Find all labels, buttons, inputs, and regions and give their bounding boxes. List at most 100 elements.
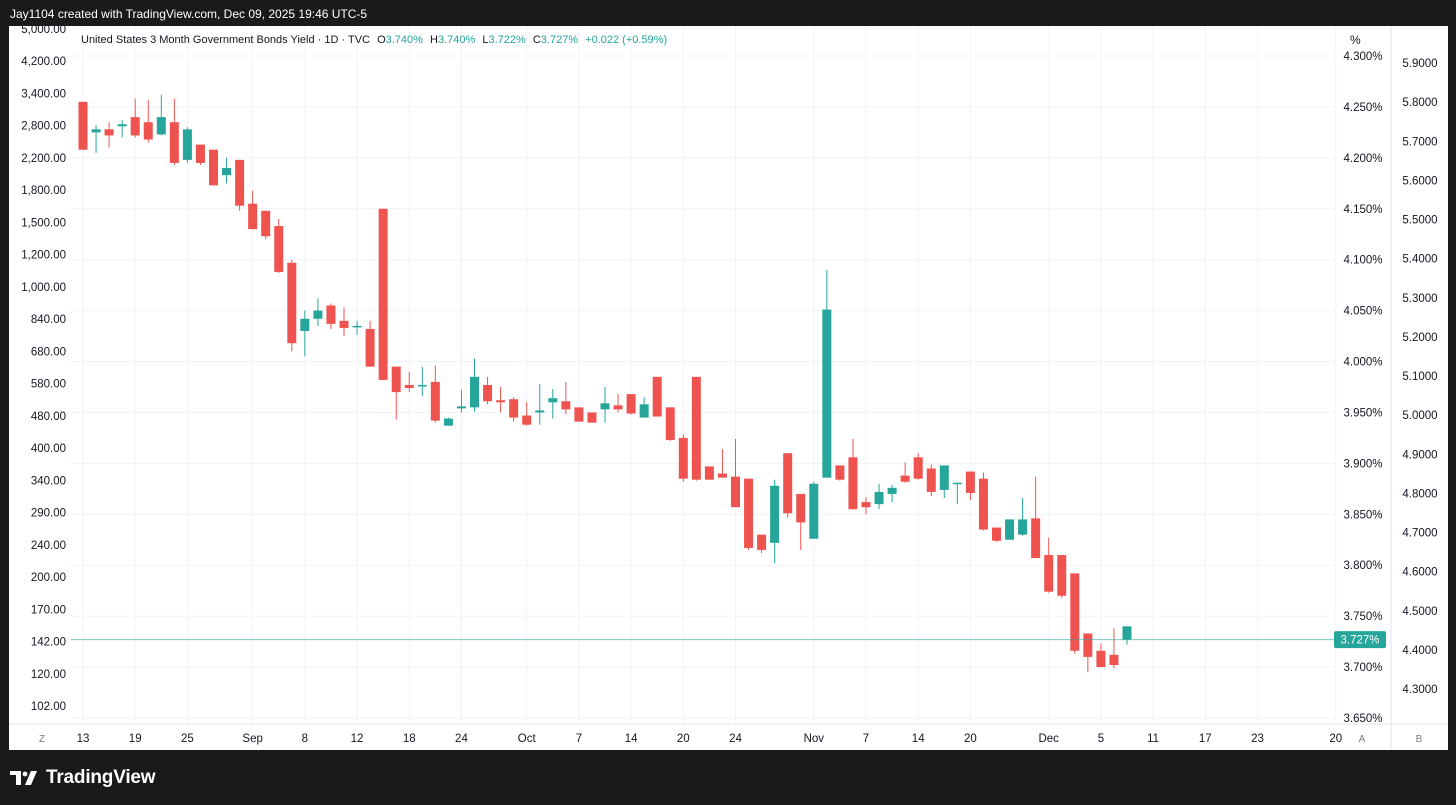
time-tick-label: 8 xyxy=(302,733,308,745)
footer-bar: TradingView xyxy=(0,750,1456,805)
secondary-axis-label: 4.8000 xyxy=(1402,488,1437,500)
auto-scale-button[interactable]: A xyxy=(1359,734,1366,745)
candle-body xyxy=(665,407,675,440)
candle-body xyxy=(326,305,336,324)
price-chart[interactable]: 5,000.00 4,200.00 3,400.00 2,800.00 2,200.00… xyxy=(9,26,1448,750)
last-price-tag-text: 3.727% xyxy=(1340,635,1379,647)
chart-panel[interactable]: 5,000.00 4,200.00 3,400.00 2,800.00 2,200.00… xyxy=(9,26,1448,750)
candle-body xyxy=(600,403,610,410)
time-tick-label: 11 xyxy=(1147,733,1159,745)
price-tick-label: 3.750% xyxy=(1343,611,1382,623)
candle-body xyxy=(169,122,179,163)
left-axis-label: 1,000.00 xyxy=(21,282,66,294)
candle-body xyxy=(496,400,506,403)
left-axis-label: 480.00 xyxy=(31,411,66,423)
candle-body xyxy=(796,493,806,523)
candle-body xyxy=(678,437,688,479)
secondary-axis-label: 5.0000 xyxy=(1402,410,1437,422)
candle-body xyxy=(822,309,832,478)
candle-body xyxy=(1057,555,1067,596)
candle-body xyxy=(78,101,88,150)
secondary-axis-label: 4.7000 xyxy=(1402,528,1437,540)
secondary-axis-label: 5.9000 xyxy=(1402,58,1437,70)
candle-body xyxy=(783,453,793,514)
candles xyxy=(78,94,1132,673)
time-tick-label: Dec xyxy=(1038,733,1059,745)
time-tick-label: 14 xyxy=(625,733,638,745)
price-tick-label: 3.800% xyxy=(1343,560,1382,572)
candle-body xyxy=(182,129,192,160)
price-axis[interactable]: 3.650% 3.700% 3.750% 3.800% 3.850% 3.900% 3.95… xyxy=(1343,51,1382,725)
price-tick-label: 3.650% xyxy=(1343,713,1382,725)
candle-body xyxy=(717,473,727,478)
secondary-axis-label: 5.8000 xyxy=(1402,97,1437,109)
candle-body xyxy=(861,502,871,508)
secondary-price-axis[interactable]: 5.9000 5.8000 5.7000 5.6000 5.5000 5.4000 5.30… xyxy=(1402,58,1437,696)
candle-body xyxy=(470,376,479,408)
candle-body xyxy=(874,491,884,505)
secondary-axis-label: 5.2000 xyxy=(1402,332,1437,344)
time-tick-label: 7 xyxy=(863,733,869,745)
candle-body xyxy=(209,149,218,186)
candle-body xyxy=(456,406,466,409)
secondary-axis-label: 5.5000 xyxy=(1402,215,1437,227)
tradingview-wordmark: TradingView xyxy=(46,767,156,788)
legend-symbol: United States 3 Month Government Bonds Y… xyxy=(81,34,370,46)
secondary-axis-label: 4.5000 xyxy=(1402,606,1437,618)
price-label: 3.727% xyxy=(1334,631,1386,649)
time-tick-label: 14 xyxy=(912,733,925,745)
tradingview-logo[interactable]: TradingView xyxy=(10,767,156,789)
legend-high-value: 3.740% xyxy=(438,34,476,46)
time-axis[interactable]: 13 19 25 Sep 8 12 18 24 Oct 7 14 20 24 Nov 7 14 20 Dec 5 11… xyxy=(77,733,1343,745)
candle-body xyxy=(404,384,414,389)
price-tick-label: 3.900% xyxy=(1343,458,1382,470)
candle-body xyxy=(744,478,754,548)
candle-body xyxy=(770,485,780,543)
legend-open-value: 3.740% xyxy=(386,34,424,46)
price-tick-label: 4.300% xyxy=(1343,51,1382,63)
left-axis-label: 1,500.00 xyxy=(21,217,66,229)
candle-body xyxy=(143,122,153,140)
secondary-axis-label: 5.3000 xyxy=(1402,293,1437,305)
left-axis-label: 142.00 xyxy=(31,637,66,649)
percent-button[interactable] xyxy=(1336,28,1388,50)
secondary-axis-label: 4.9000 xyxy=(1402,449,1437,461)
time-tick-label: 17 xyxy=(1199,733,1212,745)
candle-body xyxy=(652,376,662,417)
secondary-axis-label: 5.4000 xyxy=(1402,254,1437,266)
candle-body xyxy=(926,468,936,492)
secondary-axis-label: 5.7000 xyxy=(1402,136,1437,148)
candle-body xyxy=(965,471,975,493)
time-tick-label: 24 xyxy=(729,733,742,745)
price-tick-label: 3.850% xyxy=(1343,509,1382,521)
legend-close-label: C xyxy=(533,34,541,46)
candle-body xyxy=(235,159,245,206)
candle-body xyxy=(548,398,558,403)
candle-body xyxy=(639,404,649,418)
candle-body xyxy=(1109,654,1119,666)
candle-body xyxy=(391,366,401,393)
candle-body xyxy=(313,310,323,319)
zoom-button[interactable]: Z xyxy=(39,734,45,745)
time-tick-label: 20 xyxy=(1329,733,1342,745)
legend-low-label: L xyxy=(482,34,488,46)
legend-high-label: H xyxy=(430,34,438,46)
percent-toggle[interactable]: % xyxy=(1336,28,1388,50)
time-tick-label: 20 xyxy=(677,733,690,745)
candle-body xyxy=(365,328,375,367)
candle-body xyxy=(352,325,362,328)
secondary-axis-label: 4.3000 xyxy=(1402,684,1437,696)
legend-open-label: O xyxy=(377,34,386,46)
grid xyxy=(71,26,1337,724)
left-axis-label: 240.00 xyxy=(31,540,66,552)
candle-body xyxy=(691,376,701,480)
candle-body xyxy=(978,478,988,530)
time-tick-label: Sep xyxy=(242,733,262,745)
time-tick-label: 23 xyxy=(1251,733,1264,745)
left-axis-label: 340.00 xyxy=(31,475,66,487)
candle-body xyxy=(626,394,636,414)
time-tick-label: 7 xyxy=(576,733,582,745)
log-scale-button[interactable]: B xyxy=(1416,734,1423,745)
candle-body xyxy=(535,410,545,413)
candle-body xyxy=(900,475,910,482)
